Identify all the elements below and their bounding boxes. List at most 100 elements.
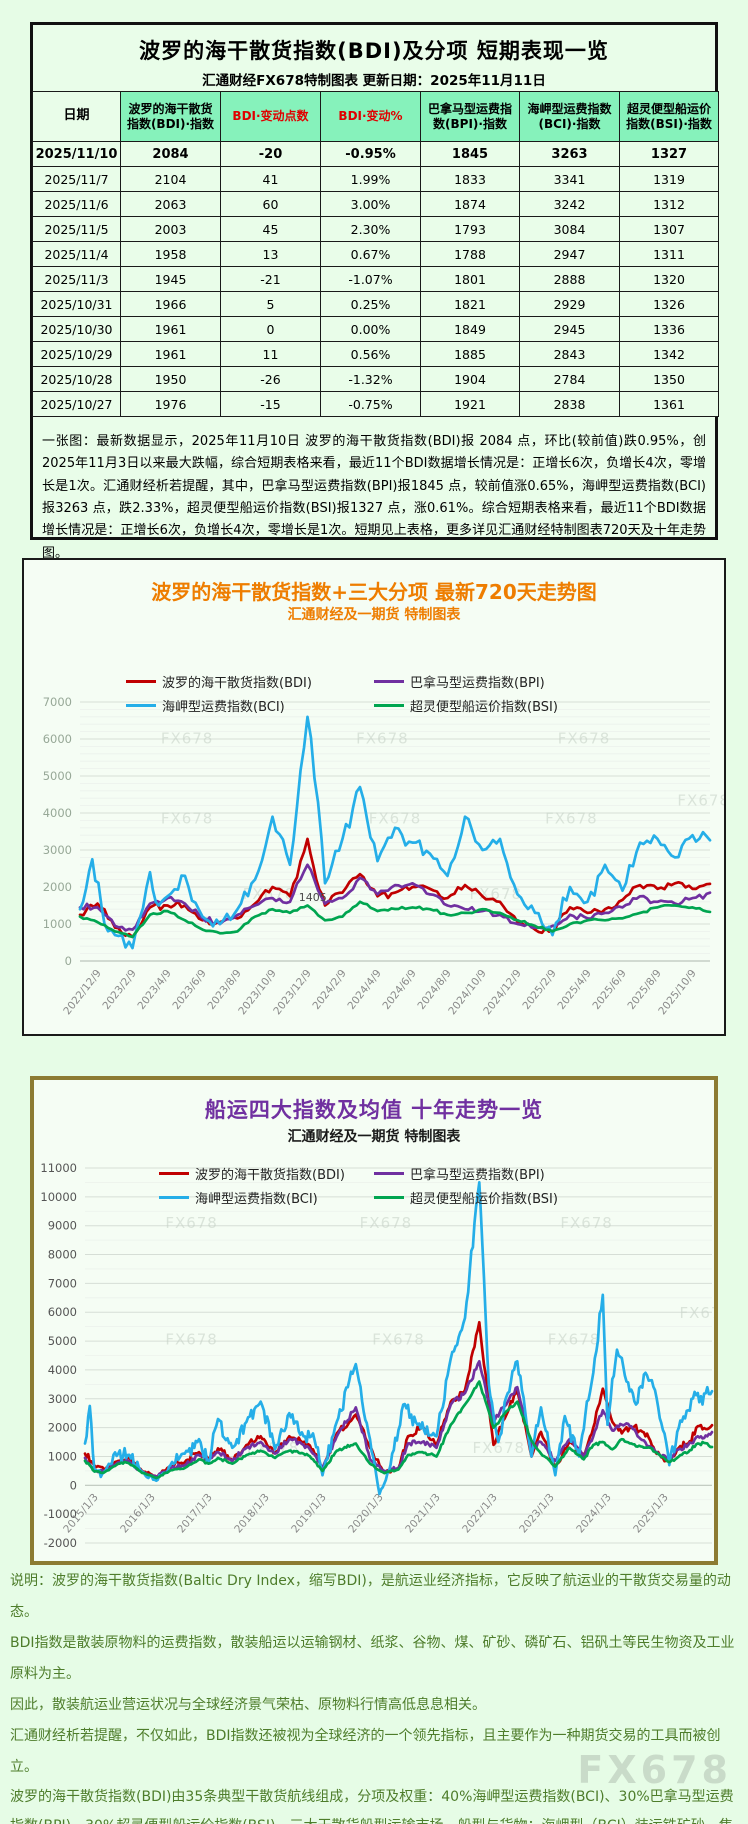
svg-text:FX678: FX678 <box>560 1214 613 1232</box>
explanation-line: BDI指数是散装原物料的运费指数，散装船运以运输钢材、纸浆、谷物、煤、矿砂、磷矿… <box>10 1635 735 1682</box>
legend-label: 超灵便型船运价指数(BSI) <box>410 1192 558 1207</box>
table-row: 2025/10/30 1961 0 0.00% 1849 2945 1336 <box>32 316 719 342</box>
svg-text:FX678: FX678 <box>548 1330 601 1348</box>
table-title: 波罗的海干散货指数(BDI)及分项 短期表现一览 <box>139 39 609 63</box>
table-cell: 45 <box>220 216 321 242</box>
legend-item: 海岬型运费指数(BCI) <box>126 696 374 715</box>
table-cell: -20 <box>220 141 321 167</box>
svg-text:FX678: FX678 <box>369 810 422 828</box>
table-row: 2025/11/5 2003 45 2.30% 1793 3084 1307 <box>32 216 719 242</box>
table-cell: 3.00% <box>320 191 421 217</box>
table-cell: 1319 <box>619 166 719 192</box>
table-cell: 3242 <box>519 191 620 217</box>
svg-text:FX678: FX678 <box>372 1330 425 1348</box>
legend-item: 超灵便型船运价指数(BSI) <box>374 696 622 715</box>
table-cell: -15 <box>220 391 321 417</box>
legend-item: 海岬型运费指数(BCI) <box>159 1188 374 1207</box>
table-cell: 1801 <box>420 266 520 292</box>
svg-text:FX678: FX678 <box>165 1214 218 1232</box>
table-cell: 2084 <box>120 141 221 167</box>
table-subtitle: 汇通财经FX678特制图表 更新日期：2025年11月11日 <box>202 73 546 89</box>
svg-text:11000: 11000 <box>40 1161 77 1175</box>
table-cell: 1885 <box>420 341 520 367</box>
svg-text:3000: 3000 <box>43 843 72 857</box>
table-cell: 11 <box>220 341 321 367</box>
table-cell: 60 <box>220 191 321 217</box>
table-cell: 1326 <box>619 291 719 317</box>
svg-text:1405: 1405 <box>299 891 327 904</box>
table-cell: 13 <box>220 241 321 267</box>
svg-text:2023/8/9: 2023/8/9 <box>205 967 243 1012</box>
svg-text:2000: 2000 <box>43 880 72 894</box>
table-cell: -26 <box>220 366 321 392</box>
svg-text:2024/8/9: 2024/8/9 <box>415 967 453 1012</box>
chart-720d-legend: 波罗的海干散货指数(BDI) 巴拿马型运费指数(BPI) 海岬型运费指数(BCI) 超… <box>24 672 724 715</box>
table-cell: 1904 <box>420 366 520 392</box>
chart-10y-legend: 波罗的海干散货指数(BDI) 巴拿马型运费指数(BPI) 海岬型运费指数(BCI) 超… <box>34 1164 714 1207</box>
legend-label: 巴拿马型运费指数(BPI) <box>410 676 545 691</box>
svg-text:2025/2/9: 2025/2/9 <box>520 967 558 1012</box>
legend-swatch <box>159 1172 189 1175</box>
legend-label: 海岬型运费指数(BCI) <box>162 700 285 715</box>
table-row: 2025/11/3 1945 -21 -1.07% 1801 2888 1320 <box>32 266 719 292</box>
table-row: 2025/11/4 1958 13 0.67% 1788 2947 1311 <box>32 241 719 267</box>
table-cell: 2945 <box>519 316 620 342</box>
table-cell: 2947 <box>519 241 620 267</box>
table-cell: 1336 <box>619 316 719 342</box>
svg-text:2025/4/9: 2025/4/9 <box>555 967 593 1012</box>
table-cell: 2784 <box>519 366 620 392</box>
table-cell: 2003 <box>120 216 221 242</box>
svg-text:FX678: FX678 <box>545 810 598 828</box>
legend-swatch <box>374 1196 404 1199</box>
legend-item: 巴拿马型运费指数(BPI) <box>374 1164 589 1183</box>
svg-text:2024/2/9: 2024/2/9 <box>310 967 348 1012</box>
table-cell: 2025/10/31 <box>32 291 121 317</box>
svg-text:6000: 6000 <box>48 1305 77 1319</box>
svg-text:2024/4/9: 2024/4/9 <box>345 967 383 1012</box>
table-cell: 5 <box>220 291 321 317</box>
table-cell: 2025/11/7 <box>32 166 121 192</box>
table-cell: 1311 <box>619 241 719 267</box>
table-cell: 1845 <box>420 141 520 167</box>
chart-720d-title: 波罗的海干散货指数+三大分项 最新720天走势图 <box>151 580 597 604</box>
svg-text:FX678: FX678 <box>356 729 409 747</box>
chart-10y-title: 船运四大指数及均值 十年走势一览 <box>204 1098 544 1122</box>
bdi-720d-line-chart: 0 1000 2000 3000 4000 5000 6000 7000 2022/12/9 20… <box>24 560 729 1034</box>
svg-text:2000: 2000 <box>48 1421 77 1435</box>
table-cell: 1320 <box>619 266 719 292</box>
table-cell: 0.56% <box>320 341 421 367</box>
table-cell: 2104 <box>120 166 221 192</box>
svg-text:2023/6/9: 2023/6/9 <box>170 967 208 1012</box>
svg-text:2023/2/9: 2023/2/9 <box>100 967 138 1012</box>
table-row: 2025/11/6 2063 60 3.00% 1874 3242 1312 <box>32 191 719 217</box>
table-cell: -1.07% <box>320 266 421 292</box>
legend-label: 海岬型运费指数(BCI) <box>195 1192 318 1207</box>
column-header: 日期 <box>32 91 121 142</box>
table-cell: -1.32% <box>320 366 421 392</box>
table-cell: 1966 <box>120 291 221 317</box>
explanation-text: 说明：波罗的海干散货指数(Baltic Dry Index，缩写BDI)，是航运… <box>10 1566 740 1824</box>
legend-swatch <box>374 704 404 707</box>
svg-text:FX678: FX678 <box>470 885 523 903</box>
table-cell: 2063 <box>120 191 221 217</box>
legend-item: 超灵便型船运价指数(BSI) <box>374 1188 589 1207</box>
table-cell: 2025/10/27 <box>32 391 121 417</box>
table-cell: 41 <box>220 166 321 192</box>
svg-text:7000: 7000 <box>43 695 72 709</box>
table-cell: 3263 <box>519 141 620 167</box>
table-cell: 1961 <box>120 341 221 367</box>
svg-text:FX678: FX678 <box>161 729 214 747</box>
table-cell: 1307 <box>619 216 719 242</box>
chart-720d-box: 0 1000 2000 3000 4000 5000 6000 7000 2022/12/9 20… <box>22 558 729 1036</box>
legend-swatch <box>374 680 404 683</box>
table-cell: 2929 <box>519 291 620 317</box>
table-cell: 1976 <box>120 391 221 417</box>
legend-swatch <box>126 704 156 707</box>
svg-text:-2000: -2000 <box>44 1536 77 1550</box>
svg-text:10000: 10000 <box>40 1190 77 1204</box>
table-row: 2025/10/28 1950 -26 -1.32% 1904 2784 1350 <box>32 366 719 392</box>
table-cell: 1312 <box>619 191 719 217</box>
svg-text:5000: 5000 <box>48 1334 77 1348</box>
table-row: 2025/10/27 1976 -15 -0.75% 1921 2838 1361 <box>32 391 719 417</box>
table-cell: 1950 <box>120 366 221 392</box>
